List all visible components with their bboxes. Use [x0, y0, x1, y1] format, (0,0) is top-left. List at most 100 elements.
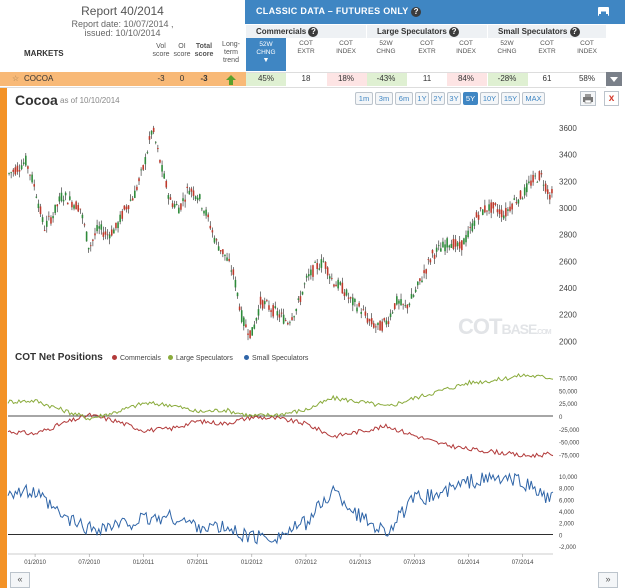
row-highlight: [0, 72, 246, 86]
candle-body: [268, 305, 270, 310]
range-button-2y[interactable]: 2Y: [431, 92, 445, 105]
col-52w-3[interactable]: 52W CHNG: [497, 40, 517, 55]
range-button-3y[interactable]: 3Y: [447, 92, 461, 105]
frame-accent: [0, 88, 7, 588]
x-tick-label: 07/2014: [512, 560, 534, 566]
candle-body: [479, 207, 482, 209]
series-line-large-specs: [7, 372, 554, 421]
nav-prev-button[interactable]: «: [10, 572, 30, 588]
candle-body: [186, 186, 189, 189]
candle-body: [83, 224, 86, 226]
candle-body: [326, 267, 329, 276]
help-icon[interactable]: ?: [449, 27, 460, 37]
candle-body: [406, 304, 409, 309]
candle-body: [62, 199, 65, 202]
range-button-1y[interactable]: 1Y: [415, 92, 429, 105]
candle-body: [41, 217, 44, 222]
print-chart-button[interactable]: [580, 91, 596, 106]
x-tick-label: 07/2012: [295, 560, 317, 566]
col-cot-extr-1[interactable]: COT EXTR: [297, 40, 315, 55]
help-icon[interactable]: ?: [569, 27, 580, 37]
col-cot-index-2[interactable]: COT INDEX: [456, 40, 476, 55]
col-cot-extr-2[interactable]: COT EXTR: [418, 40, 436, 55]
range-button-3m[interactable]: 3m: [375, 92, 393, 105]
candle-body: [96, 225, 98, 232]
range-button-5y[interactable]: 5Y: [463, 92, 478, 105]
col-cot-index-3[interactable]: COT INDEX: [577, 40, 597, 55]
candle-body: [117, 222, 119, 229]
candle-body: [104, 231, 107, 235]
legend-small-specs[interactable]: Small Speculators: [244, 355, 308, 362]
candle-body: [310, 269, 312, 276]
candle-body: [335, 284, 337, 287]
candle-body: [213, 237, 216, 243]
group-commercials: Commercials ?: [246, 25, 366, 38]
candle-body: [25, 155, 27, 166]
cot-tick-label: -50,000: [559, 441, 580, 447]
candle-body: [402, 303, 404, 305]
candle-body: [165, 180, 168, 188]
candle-body: [444, 244, 446, 252]
col-52w-2[interactable]: 52W CHNG: [376, 40, 396, 55]
help-icon[interactable]: ?: [411, 7, 422, 17]
close-chart-button[interactable]: x: [604, 91, 619, 106]
star-icon[interactable]: ☆: [12, 74, 20, 83]
candle-body: [60, 192, 63, 201]
candle-body: [79, 208, 82, 210]
market-name[interactable]: COCOA: [24, 74, 54, 83]
row-dropdown-button[interactable]: [606, 72, 622, 86]
col-cot-index-1[interactable]: COT INDEX: [336, 40, 356, 55]
candle-body: [549, 194, 551, 200]
candle-body: [429, 259, 432, 263]
range-button-10y[interactable]: 10Y: [480, 92, 499, 105]
candle-body: [232, 269, 235, 275]
candle-body: [66, 202, 69, 205]
chart-as-of: as of 10/10/2014: [60, 96, 120, 105]
cot-tick-label: -25,000: [559, 428, 580, 434]
candle-body: [159, 159, 161, 163]
candle-body: [469, 227, 472, 228]
candle-body: [215, 239, 218, 241]
candle-body: [230, 270, 233, 272]
candle-body: [544, 183, 547, 192]
candle-body: [461, 240, 463, 251]
small-extr: 61: [542, 74, 552, 83]
cell-bg-negative: [447, 73, 487, 86]
candle-body: [240, 310, 243, 322]
candle-body: [368, 319, 371, 322]
candle-body: [278, 314, 281, 318]
candle-body: [119, 214, 121, 222]
range-button-15y[interactable]: 15Y: [501, 92, 520, 105]
small-tick-label: 8,000: [559, 487, 575, 493]
price-tick-label: 2800: [559, 231, 577, 240]
candle-body: [136, 186, 138, 190]
help-icon[interactable]: ?: [308, 27, 319, 37]
cell-bg-positive: [488, 73, 528, 86]
sort-column-active[interactable]: 52W CHNG ▼: [246, 38, 286, 71]
candle-body: [412, 295, 415, 297]
candle-body: [509, 206, 511, 212]
report-title: Report 40/2014: [81, 4, 164, 18]
price-tick-label: 2000: [559, 337, 577, 346]
candle-body: [372, 323, 375, 328]
col-cot-extr-3[interactable]: COT EXTR: [538, 40, 556, 55]
print-icon[interactable]: [598, 7, 609, 20]
legend-large-specs[interactable]: Large Speculators: [168, 355, 233, 362]
candle-body: [192, 190, 195, 196]
range-button-6m[interactable]: 6m: [395, 92, 413, 105]
nav-next-button[interactable]: »: [598, 572, 618, 588]
candle-body: [408, 303, 411, 306]
series-line-small-specs: [7, 471, 554, 545]
trend-up-icon: [226, 73, 236, 91]
price-tick-label: 2400: [559, 284, 577, 293]
candle-body: [146, 152, 149, 154]
candle-body: [318, 268, 321, 270]
comm-index: 18%: [337, 74, 354, 83]
range-button-1m[interactable]: 1m: [355, 92, 373, 105]
candle-body: [209, 225, 212, 229]
candle-body: [64, 192, 67, 196]
candle-body: [127, 205, 130, 210]
candle-body: [48, 215, 50, 217]
legend-commercials[interactable]: Commercials: [112, 355, 161, 362]
range-button-max[interactable]: MAX: [522, 92, 545, 105]
